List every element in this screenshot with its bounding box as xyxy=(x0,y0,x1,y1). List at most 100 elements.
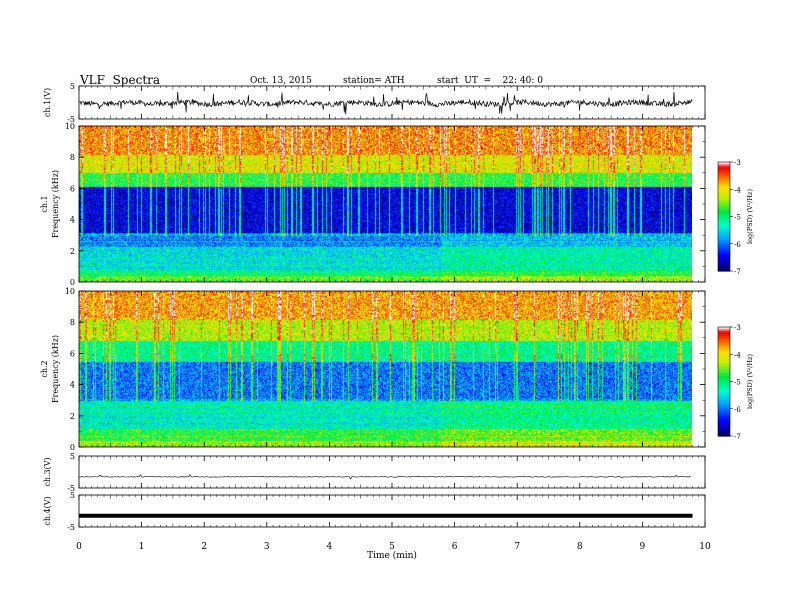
colorbar-segment xyxy=(718,256,730,259)
colorbar-tick-label: -3 xyxy=(734,159,741,167)
channel-label: ch.2 xyxy=(40,360,49,377)
colorbar-segment xyxy=(718,174,730,178)
spectrogram-panel-2: 0 2 4 6 8 10 ch.2 Frequency (kHz) -3 -4 -5 -6 -7 log(… xyxy=(40,287,754,452)
colorbar-segment xyxy=(718,405,730,408)
colorbar-segment xyxy=(718,350,730,354)
colorbar-segment xyxy=(718,229,730,232)
colorbar-segment xyxy=(718,432,730,435)
y-tick-label: 6 xyxy=(70,184,75,193)
colorbar-segment xyxy=(718,396,730,399)
colorbar-segment xyxy=(718,377,730,381)
colorbar-tick-label: -4 xyxy=(734,351,741,359)
colorbar-segment xyxy=(718,162,730,165)
colorbar-segment xyxy=(718,341,730,344)
colorbar-segment xyxy=(718,359,730,363)
y-tick-label: 0 xyxy=(70,443,75,452)
colorbar-segment xyxy=(718,198,730,201)
colorbar-segment xyxy=(718,194,730,198)
colorbar-segment xyxy=(718,394,730,397)
waveform-trace xyxy=(78,474,692,480)
spectrogram-image xyxy=(79,126,692,282)
waveform-panel-3: 5 -5 ch.3(V) xyxy=(43,452,706,493)
colorbar-segment xyxy=(718,176,730,179)
colorbar-segment xyxy=(718,336,730,339)
colorbar-segment xyxy=(718,327,730,330)
colorbar-segment xyxy=(718,425,730,428)
colorbar-segment xyxy=(718,205,730,209)
colorbar-segment xyxy=(718,343,730,346)
colorbar-segment xyxy=(718,417,730,421)
channel-label: ch.4(V) xyxy=(43,496,52,525)
colorbar-segment xyxy=(718,200,730,203)
colorbar-segment xyxy=(718,261,730,265)
colorbar-segment xyxy=(718,231,730,234)
colorbar-label: log(PSD) (V²/Hz) xyxy=(746,189,754,244)
x-tick-label: 5 xyxy=(389,542,395,552)
colorbar-segment xyxy=(718,183,730,187)
colorbar-segment xyxy=(718,225,730,228)
channel-label: ch.1(V) xyxy=(43,88,52,117)
colorbar-segment xyxy=(718,399,730,403)
colorbar-segment xyxy=(718,167,730,170)
colorbar-segment xyxy=(718,357,730,361)
y-tick-label: 8 xyxy=(70,153,75,162)
colorbar-segment xyxy=(718,245,730,248)
spectrogram-panel-1: 0 2 4 6 8 10 ch.1 Frequency (kHz) -3 -4 -5 -6 -7 log(… xyxy=(40,122,754,287)
colorbar-segment xyxy=(718,423,730,426)
colorbar-label: log(PSD) (V²/Hz) xyxy=(746,354,754,409)
colorbar-segment xyxy=(718,211,730,214)
colorbar-segment xyxy=(718,356,730,359)
colorbar-segment xyxy=(718,374,730,377)
colorbar-tick-label: -5 xyxy=(734,379,741,387)
colorbar-segment xyxy=(718,249,730,252)
frequency-axis-label: Frequency (kHz) xyxy=(51,170,60,238)
colorbar-segment xyxy=(718,191,730,194)
colorbar-tick-label: -3 xyxy=(734,324,741,332)
y-tick-label: 5 xyxy=(70,452,75,461)
colorbar-segment xyxy=(718,334,730,337)
colorbar-tick-label: -6 xyxy=(734,406,741,414)
frequency-axis-label: Frequency (kHz) xyxy=(51,335,60,403)
colorbar-segment xyxy=(718,426,730,430)
spectrogram-image xyxy=(79,291,692,447)
colorbar-segment xyxy=(718,258,730,261)
colorbar-segment xyxy=(718,434,730,437)
colorbar-segment xyxy=(718,243,730,247)
colorbar-segment xyxy=(718,328,730,332)
colorbar-segment xyxy=(718,383,730,386)
colorbar-segment xyxy=(718,352,730,355)
colorbar-segment xyxy=(718,218,730,221)
colorbar-segment xyxy=(718,232,730,236)
colorbar-segment xyxy=(718,192,730,196)
colorbar-segment xyxy=(718,236,730,239)
x-tick-label: 6 xyxy=(452,542,458,552)
colorbar-segment xyxy=(718,181,730,185)
colorbar-segment xyxy=(718,410,730,413)
colorbar-segment xyxy=(718,346,730,350)
colorbar-segment xyxy=(718,223,730,227)
colorbar-segment xyxy=(718,419,730,423)
colorbar-segment xyxy=(718,220,730,223)
x-tick-label: 1 xyxy=(139,542,145,552)
colorbar-segment xyxy=(718,376,730,379)
colorbar-segment xyxy=(718,348,730,352)
colorbar-segment xyxy=(718,428,730,432)
y-tick-label: 0 xyxy=(70,278,75,287)
colorbar-segment xyxy=(718,403,730,406)
colorbar-segment xyxy=(718,234,730,238)
colorbar-segment xyxy=(718,263,730,267)
figure-title: VLF Spectra xyxy=(80,73,161,87)
colorbar-segment xyxy=(718,171,730,174)
x-tick-label: 9 xyxy=(640,542,646,552)
station-label: station= ATH xyxy=(343,76,405,86)
colorbar-segment xyxy=(718,172,730,176)
colorbar-tick-label: -5 xyxy=(734,214,741,222)
colorbar-segment xyxy=(718,265,730,268)
colorbar-segment xyxy=(718,212,730,216)
colorbar-segment xyxy=(718,372,730,375)
y-tick-label: -5 xyxy=(67,115,75,124)
colorbar-segment xyxy=(718,363,730,366)
colorbar-segment xyxy=(718,421,730,424)
colorbar-segment xyxy=(718,221,730,225)
x-tick-label: 4 xyxy=(327,542,333,552)
